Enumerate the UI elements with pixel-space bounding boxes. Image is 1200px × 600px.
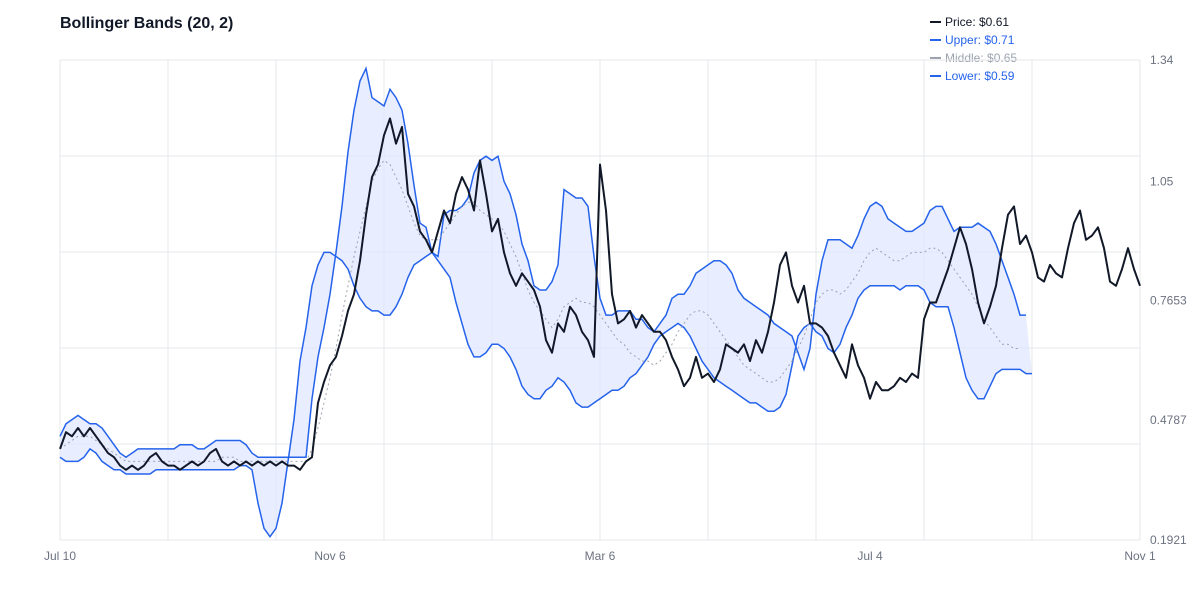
legend-swatch-icon — [930, 38, 941, 42]
y-tick-label: 0.7653 — [1150, 293, 1187, 307]
chart-legend: Price: $0.61 Upper: $0.71 Middle: $0.65 … — [930, 13, 1017, 85]
legend-item-middle[interactable]: Middle: $0.65 — [930, 49, 1017, 67]
legend-swatch-icon — [930, 56, 941, 60]
legend-label: Lower: $0.59 — [945, 69, 1015, 83]
x-axis-ticks: Jul 10 Nov 6 Mar 6 Jul 4 Nov 1 — [44, 549, 1156, 563]
x-tick-label: Nov 6 — [314, 549, 346, 563]
legend-label: Price: $0.61 — [945, 15, 1010, 29]
legend-swatch-icon — [930, 20, 941, 24]
x-tick-label: Jul 10 — [44, 549, 76, 563]
legend-item-upper[interactable]: Upper: $0.71 — [930, 31, 1017, 49]
y-tick-label: 1.34 — [1150, 53, 1174, 67]
y-tick-label: 0.1921 — [1150, 533, 1187, 547]
x-tick-label: Nov 1 — [1124, 549, 1156, 563]
legend-item-lower[interactable]: Lower: $0.59 — [930, 67, 1017, 85]
legend-label: Middle: $0.65 — [945, 51, 1018, 65]
price-line — [59, 117, 1141, 471]
legend-label: Upper: $0.71 — [945, 33, 1015, 47]
upper-band-line — [59, 66, 1026, 459]
lower-band-line — [59, 251, 1032, 538]
band-fill-area — [60, 68, 1032, 537]
legend-item-price[interactable]: Price: $0.61 — [930, 13, 1017, 31]
x-tick-label: Mar 6 — [585, 549, 616, 563]
y-tick-label: 0.4787 — [1150, 413, 1187, 427]
x-tick-label: Jul 4 — [857, 549, 883, 563]
legend-swatch-icon — [930, 74, 941, 78]
chart-title: Bollinger Bands (20, 2) — [60, 15, 234, 32]
y-axis-ticks: 1.34 1.05 0.7653 0.4787 0.1921 — [1150, 53, 1187, 547]
y-tick-label: 1.05 — [1150, 174, 1174, 188]
